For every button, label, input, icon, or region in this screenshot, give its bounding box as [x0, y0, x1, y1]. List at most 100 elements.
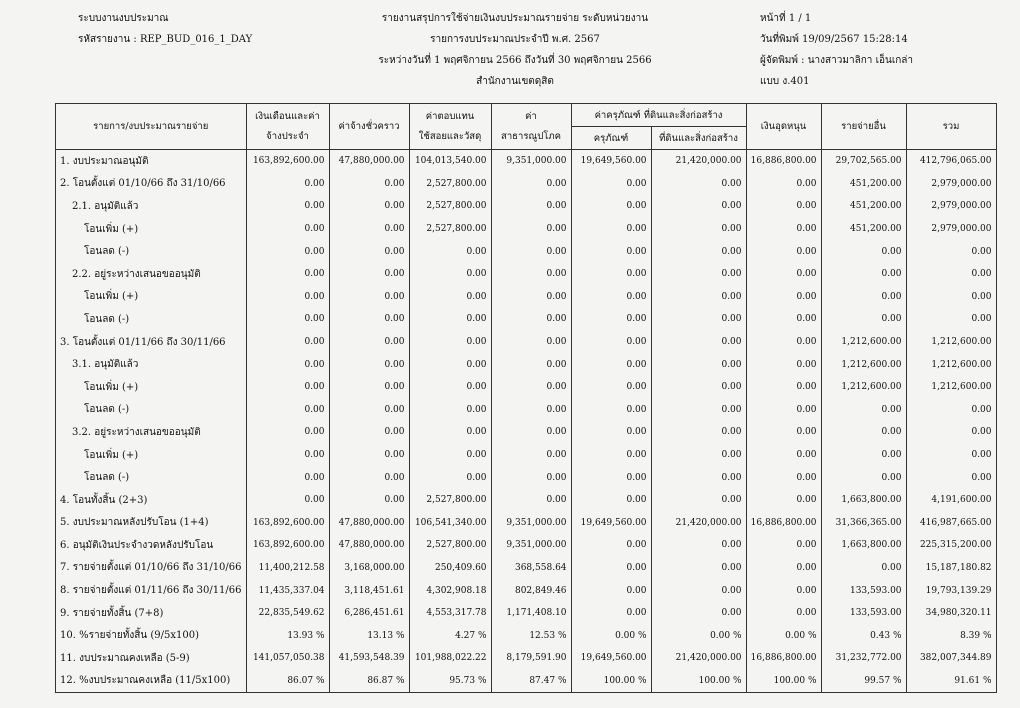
cell-value: 412,796,065.00: [905, 149, 997, 173]
cell-value: 16,886,800.00: [745, 647, 822, 670]
cell-value: 0.00: [745, 398, 822, 422]
cell-value: 0.00: [745, 421, 822, 444]
table-row: 2. โอนตั้งแต่ 01/10/66 ถึง 31/10/66 0.00 0…: [55, 172, 997, 196]
cell-value: 368,558.64: [490, 556, 572, 580]
cell-value: 0.00: [490, 217, 572, 241]
cell-value: 0.00: [650, 398, 747, 422]
table-row: 11. งบประมาณคงเหลือ (5-9) 141,057,050.38 4…: [55, 647, 997, 670]
page-number: หน้าที่ 1 / 1: [760, 13, 812, 24]
cell-value: 382,007,344.89: [905, 647, 997, 670]
cell-value: 163,892,600.00: [245, 511, 330, 535]
table-row: โอนลด (-) 0.00 0.00 0.00 0.00 0.00 0.00 0.00 0.0…: [55, 466, 997, 489]
cell-value: 4,553,317.78: [408, 601, 492, 625]
cell-value: 0.00: [745, 240, 822, 263]
row-label: 2.2. อยู่ระหว่างเสนอขออนุมัติ: [55, 262, 247, 286]
cell-value: 0.00: [490, 466, 572, 489]
cell-value: 0.00: [245, 375, 330, 399]
cell-value: 1,212,600.00: [820, 353, 907, 376]
cell-value: 0.00: [245, 398, 330, 422]
cell-value: 0.00: [328, 353, 410, 376]
table-row: โอนเพิ่ม (+) 0.00 0.00 2,527,800.00 0.00 0.00…: [55, 217, 997, 241]
header-row: รายการ/งบประมาณรายจ่าย เงินเดือนและค่าจ้า…: [55, 103, 997, 150]
cell-value: 0.00: [905, 421, 997, 444]
row-label: โอนเพิ่ม (+): [55, 217, 247, 241]
cell-value: 0.00: [650, 353, 747, 376]
column-group-header: ค่าครุภัณฑ์ ที่ดินและสิ่งก่อสร้าง: [570, 103, 747, 127]
cell-value: 0.00: [745, 308, 822, 331]
cell-value: 0.00: [570, 262, 652, 286]
cell-value: 225,315,200.00: [905, 534, 997, 557]
cell-value: 0.00: [650, 488, 747, 512]
column-header: เงินอุดหนุน: [745, 103, 822, 150]
cell-value: 0.00: [820, 398, 907, 422]
cell-value: 0.00: [745, 353, 822, 376]
cell-value: 0.00: [570, 556, 652, 580]
row-label: 2. โอนตั้งแต่ 01/10/66 ถึง 31/10/66: [55, 172, 247, 196]
cell-value: 2,979,000.00: [905, 217, 997, 241]
cell-value: 4,302,908.18: [408, 579, 492, 602]
row-label: 4. โอนทั้งสิ้น (2+3): [55, 488, 247, 512]
table-row: โอนลด (-) 0.00 0.00 0.00 0.00 0.00 0.00 0.00 0.0…: [55, 240, 997, 263]
column-header: เงินเดือนและค่าจ้างประจำ: [245, 103, 330, 150]
cell-value: 0.00: [745, 534, 822, 557]
cell-value: 101,988,022.22: [408, 647, 492, 670]
cell-value: 0.00: [408, 262, 492, 286]
cell-value: 0.00: [490, 285, 572, 309]
cell-value: 8,179,591.90: [490, 647, 572, 670]
cell-value: 29,702,565.00: [820, 149, 907, 173]
cell-value: 451,200.00: [820, 217, 907, 241]
cell-value: 0.00: [490, 488, 572, 512]
cell-value: 0.00: [245, 172, 330, 196]
cell-value: 31,366,365.00: [820, 511, 907, 535]
table-row: 3.1. อนุมัติแล้ว 0.00 0.00 0.00 0.00 0.00 0.00…: [55, 353, 997, 376]
cell-value: 0.00: [490, 398, 572, 422]
cell-value: 0.00: [820, 308, 907, 331]
header-left: ระบบงานงบประมาณ รหัสรายงาน : REP_BUD_016…: [78, 8, 252, 50]
row-label: 8. รายจ่ายตั้งแต่ 01/11/66 ถึง 30/11/66: [55, 579, 247, 602]
cell-value: 0.00: [408, 443, 492, 467]
cell-value: 0.00: [490, 353, 572, 376]
cell-value: 0.00: [650, 330, 747, 354]
cell-value: 0.00: [905, 443, 997, 467]
cell-value: 451,200.00: [820, 172, 907, 196]
cell-value: 0.00: [570, 285, 652, 309]
cell-value: 0.00: [820, 262, 907, 286]
cell-value: 106,541,340.00: [408, 511, 492, 535]
cell-value: 0.00: [328, 285, 410, 309]
row-label: 7. รายจ่ายตั้งแต่ 01/10/66 ถึง 31/10/66: [55, 556, 247, 580]
cell-value: 100.00 %: [570, 669, 652, 694]
cell-value: 0.00: [570, 534, 652, 557]
cell-value: 22,835,549.62: [245, 601, 330, 625]
cell-value: 0.00: [745, 172, 822, 196]
cell-value: 0.00: [745, 285, 822, 309]
cell-value: 0.00: [490, 262, 572, 286]
cell-value: 0.00: [245, 421, 330, 444]
cell-value: 0.00: [245, 330, 330, 354]
cell-value: 451,200.00: [820, 195, 907, 218]
cell-value: 0.00: [408, 466, 492, 489]
cell-value: 0.00: [570, 579, 652, 602]
cell-value: 9,351,000.00: [490, 534, 572, 557]
cell-value: 0.00: [245, 240, 330, 263]
cell-value: 416,987,665.00: [905, 511, 997, 535]
cell-value: 16,886,800.00: [745, 511, 822, 535]
table-row: 9. รายจ่ายทั้งสิ้น (7+8) 22,835,549.62 6,2…: [55, 601, 997, 625]
table-row: 2.1. อนุมัติแล้ว 0.00 0.00 2,527,800.00 0.00…: [55, 195, 997, 218]
cell-value: 0.00: [490, 308, 572, 331]
table-row: 12. %งบประมาณคงเหลือ (11/5x100) 86.07 % 86…: [55, 669, 997, 694]
cell-value: 0.00: [570, 353, 652, 376]
cell-value: 0.00: [905, 308, 997, 331]
cell-value: 3,168,000.00: [328, 556, 410, 580]
cell-value: 4,191,600.00: [905, 488, 997, 512]
cell-value: 21,420,000.00: [650, 149, 747, 173]
cell-value: 0.00: [490, 172, 572, 196]
cell-value: 87.47 %: [490, 669, 572, 694]
cell-value: 0.00: [570, 601, 652, 625]
cell-value: 0.00: [245, 443, 330, 467]
cell-value: 0.00: [245, 488, 330, 512]
cell-value: 1,212,600.00: [905, 353, 997, 376]
report-title: รายงานสรุปการใช้จ่ายเงินงบประมาณรายจ่าย …: [381, 13, 649, 24]
table-row: 1. งบประมาณอนุมัติ 163,892,600.00 47,880,0…: [55, 149, 997, 173]
cell-value: 21,420,000.00: [650, 511, 747, 535]
cell-value: 0.00: [650, 285, 747, 309]
